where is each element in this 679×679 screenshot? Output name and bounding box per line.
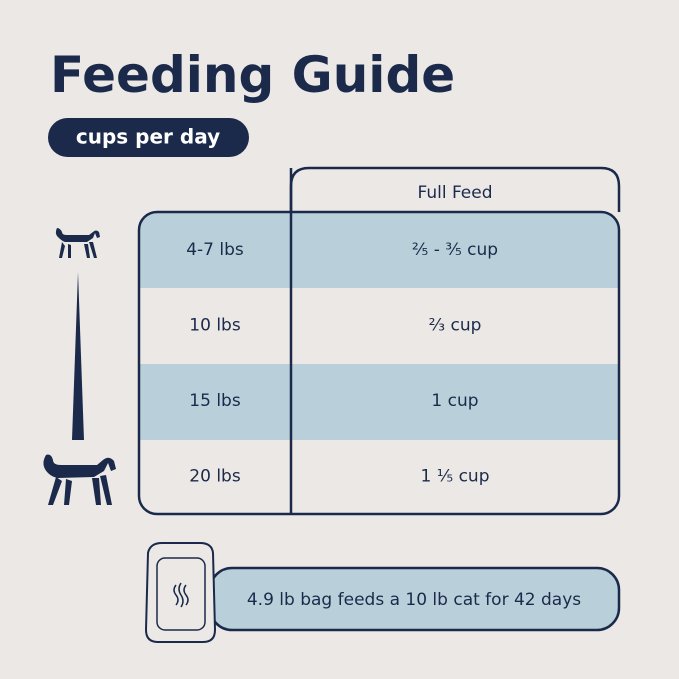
amount-cell: ²⁄₅ - ³⁄₅ cup [412,240,498,260]
column-header: Full Feed [417,183,492,203]
subtitle: cups per day [76,125,220,149]
row-backgrounds [139,212,619,440]
amount-cell: ²⁄₃ cup [429,315,482,335]
subtitle-pill [48,118,249,157]
table-border [137,210,621,516]
amount-cell: 1 ¹⁄₅ cup [420,466,489,486]
amount-cell: 1 cup [431,391,478,411]
title: Feeding Guide [50,46,455,104]
weight-cell: 4-7 lbs [186,240,244,260]
note: 4.9 lb bag feeds a 10 lb cat for 42 days [247,590,581,610]
bag-icon [144,542,217,643]
cat-large [43,454,116,505]
cat-small [55,228,100,258]
size-wedge [72,272,84,440]
weight-cell: 20 lbs [189,466,241,486]
weight-cell: 10 lbs [189,315,241,335]
weight-cell: 15 lbs [189,391,241,411]
